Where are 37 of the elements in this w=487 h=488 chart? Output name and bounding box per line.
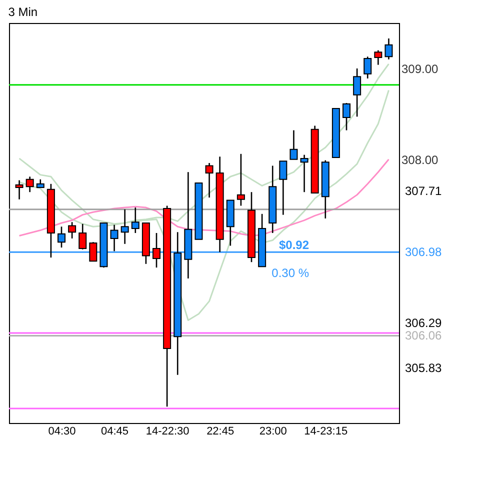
candlestick: [279, 160, 288, 216]
candlestick: [342, 102, 350, 131]
ref-line-label: 306.06: [405, 328, 442, 343]
candlestick: [374, 50, 382, 66]
candlestick: [236, 153, 245, 206]
x-tick-label: 14-22:30: [146, 426, 190, 438]
chart-title: 3 Min: [8, 5, 38, 19]
candlestick: [300, 154, 308, 193]
x-tick-label: 14-23:15: [304, 426, 348, 438]
x-tick-label: 04:45: [101, 426, 129, 438]
candlestick: [78, 223, 87, 250]
candlestick: [26, 176, 34, 193]
text: 307.71: [405, 184, 442, 198]
candlestick: [131, 206, 140, 234]
candlestick: [15, 180, 24, 200]
candlestick: [290, 130, 298, 160]
candlestick: [384, 38, 393, 60]
y-tick-label: 308.00: [402, 152, 439, 167]
candlestick: [152, 232, 160, 268]
text: 305.83: [405, 361, 442, 375]
annotation: 0.30 %: [272, 266, 310, 280]
y-tick-label: 309.00: [402, 62, 439, 76]
candlestick: [110, 224, 118, 252]
candlestick: [68, 221, 76, 240]
annotation: $0.92: [278, 238, 310, 252]
candlestick: [353, 68, 362, 118]
candlestick: [205, 162, 214, 198]
x-tick-label: 22:45: [206, 426, 234, 438]
x-tick-label: 23:00: [259, 426, 287, 438]
line-series: [18, 158, 390, 236]
candlestick: [364, 56, 372, 80]
ref-line-label: 306.98: [405, 245, 442, 260]
candlestick: [58, 226, 66, 248]
x-tick-label: 04:30: [48, 426, 76, 438]
candlestick: [89, 241, 98, 262]
text: 306.29: [405, 316, 442, 330]
candlestick: [120, 208, 129, 245]
